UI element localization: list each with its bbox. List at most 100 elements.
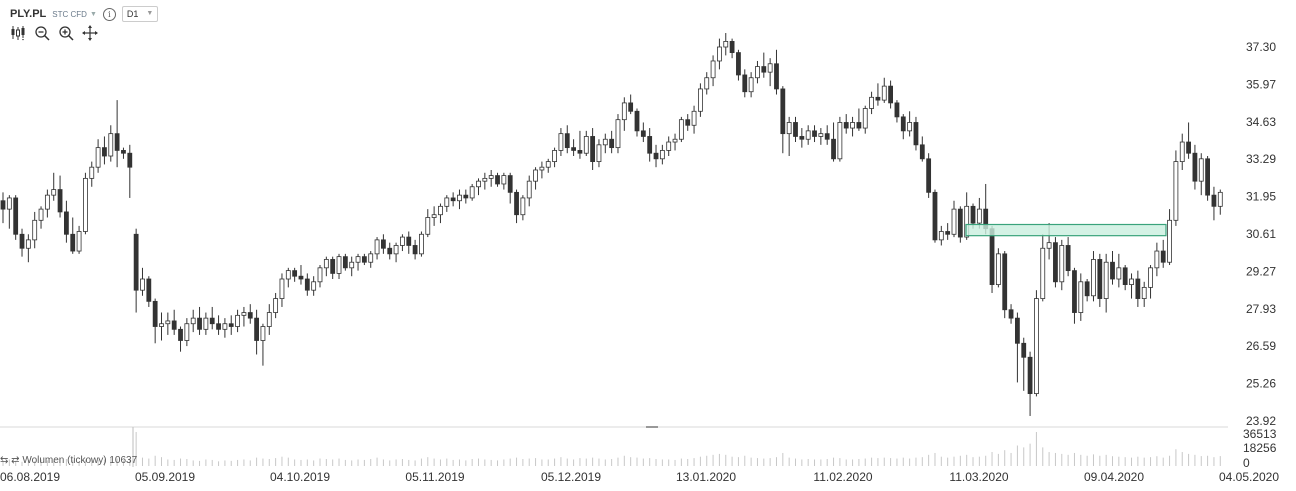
candle[interactable]: [1173, 150, 1179, 226]
candle[interactable]: [932, 189, 938, 243]
candle[interactable]: [25, 234, 31, 263]
candle[interactable]: [526, 175, 532, 207]
candle[interactable]: [976, 197, 982, 229]
candle[interactable]: [184, 318, 190, 347]
candle[interactable]: [304, 273, 310, 296]
candle[interactable]: [323, 256, 329, 277]
candle[interactable]: [1186, 122, 1191, 159]
candle[interactable]: [450, 192, 456, 207]
candle[interactable]: [926, 153, 932, 198]
candle[interactable]: [1205, 156, 1210, 201]
candle[interactable]: [266, 304, 272, 335]
candle[interactable]: [463, 189, 469, 204]
candle[interactable]: [32, 211, 38, 249]
candle[interactable]: [1217, 189, 1223, 215]
candle[interactable]: [1103, 253, 1109, 313]
candle[interactable]: [621, 97, 627, 131]
candle[interactable]: [1129, 273, 1134, 299]
candle[interactable]: [361, 253, 367, 266]
candle[interactable]: [178, 326, 183, 352]
candle[interactable]: [1034, 290, 1039, 397]
candle[interactable]: [488, 169, 494, 187]
candle[interactable]: [710, 55, 716, 87]
candle[interactable]: [228, 315, 234, 335]
panel-resize-handle[interactable]: [646, 426, 658, 428]
candle[interactable]: [862, 105, 868, 134]
candle[interactable]: [1179, 133, 1185, 170]
candle[interactable]: [913, 116, 919, 151]
candle[interactable]: [837, 116, 843, 162]
candle[interactable]: [957, 206, 963, 243]
candle[interactable]: [1072, 267, 1077, 324]
candle[interactable]: [666, 136, 672, 157]
candle[interactable]: [678, 116, 684, 143]
candle[interactable]: [70, 217, 76, 254]
candle[interactable]: [824, 125, 830, 145]
candle[interactable]: [634, 108, 640, 137]
candle[interactable]: [780, 86, 786, 154]
candle[interactable]: [843, 114, 849, 134]
candle[interactable]: [95, 139, 101, 173]
candle[interactable]: [552, 147, 557, 168]
candle[interactable]: [900, 114, 906, 140]
candle[interactable]: [691, 105, 697, 134]
chevron-down-icon[interactable]: ▼: [89, 10, 97, 18]
candle[interactable]: [1135, 270, 1141, 307]
timeframe-select[interactable]: D1 ▼: [121, 6, 159, 22]
candle[interactable]: [482, 172, 488, 190]
candle[interactable]: [83, 172, 88, 235]
candle[interactable]: [165, 312, 171, 335]
candle[interactable]: [419, 231, 424, 257]
candle[interactable]: [564, 125, 570, 154]
candle[interactable]: [1154, 242, 1160, 277]
candle[interactable]: [241, 306, 247, 327]
candle[interactable]: [628, 94, 634, 115]
candle[interactable]: [368, 251, 374, 268]
candle[interactable]: [1122, 265, 1128, 291]
candle[interactable]: [159, 312, 164, 341]
candle[interactable]: [672, 133, 678, 151]
candle[interactable]: [57, 175, 63, 218]
candle[interactable]: [558, 128, 564, 157]
candle[interactable]: [260, 323, 266, 366]
candle[interactable]: [831, 122, 836, 162]
candle[interactable]: [133, 228, 139, 313]
info-icon[interactable]: i: [102, 7, 116, 21]
crosshair-icon[interactable]: [82, 25, 98, 41]
candle[interactable]: [1141, 281, 1147, 307]
candle[interactable]: [520, 195, 526, 221]
candle[interactable]: [514, 189, 519, 224]
candle[interactable]: [1065, 237, 1071, 277]
candle[interactable]: [412, 239, 418, 260]
candle[interactable]: [907, 111, 913, 137]
candle[interactable]: [279, 273, 285, 307]
candle[interactable]: [742, 69, 748, 98]
candle[interactable]: [121, 147, 126, 159]
candle[interactable]: [818, 128, 824, 145]
candle[interactable]: [850, 116, 855, 137]
candle[interactable]: [583, 130, 589, 157]
candle[interactable]: [51, 172, 57, 201]
candle[interactable]: [285, 267, 291, 288]
candle[interactable]: [590, 128, 596, 170]
candle[interactable]: [736, 49, 741, 81]
candle[interactable]: [938, 225, 944, 246]
candle[interactable]: [114, 100, 120, 168]
candle[interactable]: [1097, 253, 1103, 307]
candle[interactable]: [108, 125, 114, 162]
candle[interactable]: [400, 234, 405, 252]
candle[interactable]: [1148, 265, 1153, 299]
candle[interactable]: [342, 253, 348, 271]
candle[interactable]: [336, 253, 342, 280]
candle[interactable]: [19, 228, 25, 257]
candle[interactable]: [1008, 304, 1014, 324]
candle[interactable]: [767, 58, 773, 87]
candle[interactable]: [406, 231, 412, 254]
candle[interactable]: [894, 100, 900, 123]
candle[interactable]: [761, 52, 767, 78]
candle[interactable]: [856, 108, 862, 131]
candle[interactable]: [469, 183, 475, 201]
candle[interactable]: [64, 200, 69, 243]
candle[interactable]: [774, 49, 779, 95]
zoom-out-icon[interactable]: [34, 25, 50, 41]
